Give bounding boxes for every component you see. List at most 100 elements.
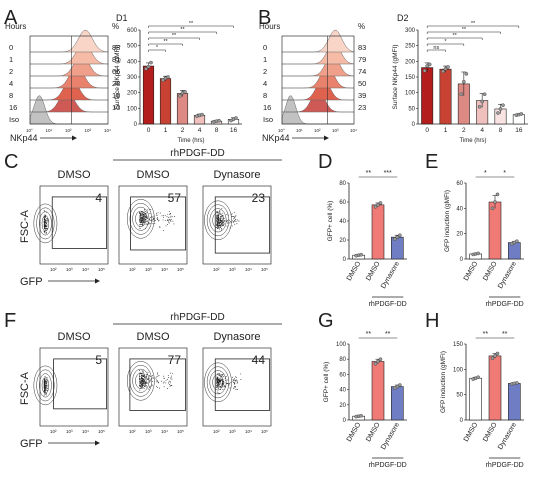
data-point [183, 90, 187, 94]
gate-percentage: 77 [168, 353, 182, 367]
event-dot [156, 376, 157, 378]
density-contour [204, 200, 232, 241]
event-dot [44, 379, 45, 380]
event-dot [216, 385, 218, 386]
density-contour [41, 215, 50, 232]
event-dot [43, 210, 45, 212]
event-dot [149, 219, 151, 221]
data-point [459, 92, 464, 97]
event-dot [171, 378, 173, 380]
event-dot [234, 379, 236, 381]
event-dot [46, 386, 48, 388]
event-dot [219, 222, 221, 224]
event-dot [143, 221, 144, 223]
bar [371, 204, 385, 260]
event-dot [169, 380, 171, 382]
event-dot [216, 382, 218, 383]
x-tick-label: 2 [462, 127, 466, 134]
event-dot [223, 220, 225, 222]
event-dot [44, 382, 46, 384]
event-dot [165, 225, 167, 227]
event-dot [139, 228, 141, 230]
event-dot [146, 223, 148, 225]
x-tick-label: 0 [147, 127, 151, 134]
event-dot [143, 223, 145, 225]
event-dot [147, 378, 149, 380]
event-dot [216, 225, 218, 227]
flow-tick-label: 10³ [229, 429, 236, 434]
event-dot [46, 231, 48, 233]
flow-plot-title: Dynasore [213, 169, 260, 181]
event-dot [218, 225, 220, 227]
event-dot [45, 379, 46, 381]
event-dot [220, 377, 222, 379]
gate-box [130, 196, 187, 251]
event-dot [142, 381, 144, 383]
data-point [519, 112, 524, 116]
significance-mark: ** [502, 331, 508, 338]
data-point [515, 239, 519, 244]
event-dot [139, 375, 141, 377]
event-dot [222, 214, 224, 216]
event-dot [43, 394, 45, 396]
y-tick-label: 300 [405, 28, 416, 34]
event-dot [219, 379, 220, 381]
flow-tick-label: 10⁵ [98, 267, 105, 272]
event-dot [220, 378, 222, 380]
histogram-tick-label: 10⁴ [104, 128, 111, 133]
significance-mark: ** [462, 27, 467, 33]
event-dot [238, 220, 240, 222]
y-tick-label: 100 [127, 106, 138, 112]
event-dot [152, 376, 154, 378]
event-dot [159, 227, 161, 229]
data-point [146, 65, 151, 69]
hours-label: 8 [9, 91, 13, 100]
histogram-tick-label: 10³ [85, 128, 92, 133]
event-dot [169, 216, 171, 218]
event-dot [143, 218, 145, 220]
event-dot [164, 214, 166, 216]
event-dot [219, 378, 221, 380]
significance-mark: ns [433, 45, 439, 51]
event-dot [235, 221, 237, 222]
event-dot [140, 376, 142, 378]
x-axis-label: Time (hrs) [459, 138, 486, 144]
pct-value: 81 [112, 55, 120, 64]
event-dot [221, 379, 223, 381]
event-dot [164, 382, 166, 384]
event-dot [220, 229, 222, 231]
significance-mark: ** [483, 331, 489, 338]
event-dot [219, 214, 221, 215]
event-dot [217, 392, 219, 394]
event-dot [171, 375, 172, 377]
event-dot [235, 216, 237, 218]
event-dot [47, 384, 49, 386]
flow-tick-label: 10³ [229, 267, 236, 272]
event-dot [156, 381, 158, 383]
event-dot [45, 387, 47, 389]
event-dot [167, 224, 168, 226]
density-contour [209, 208, 227, 233]
event-dot [141, 375, 143, 377]
panel-letter-c: C [4, 151, 18, 173]
event-dot [44, 222, 46, 224]
event-dot [152, 220, 153, 222]
histogram-tick-label: 10³ [332, 128, 339, 133]
pct-value: 74 [358, 67, 366, 76]
event-dot [162, 214, 164, 216]
event-dot [142, 378, 144, 380]
event-dot [150, 209, 152, 211]
event-dot [140, 218, 142, 219]
histogram-tick-label: 10¹ [296, 128, 303, 133]
event-dot [216, 391, 218, 393]
flow-tick-label: 10³ [145, 267, 152, 272]
event-dot [149, 380, 151, 382]
y-tick-label: 60 [339, 372, 346, 378]
data-point [166, 75, 170, 79]
event-dot [219, 373, 221, 375]
flow-tick-label: 10⁵ [98, 429, 105, 434]
significance-mark: ** [471, 21, 476, 27]
